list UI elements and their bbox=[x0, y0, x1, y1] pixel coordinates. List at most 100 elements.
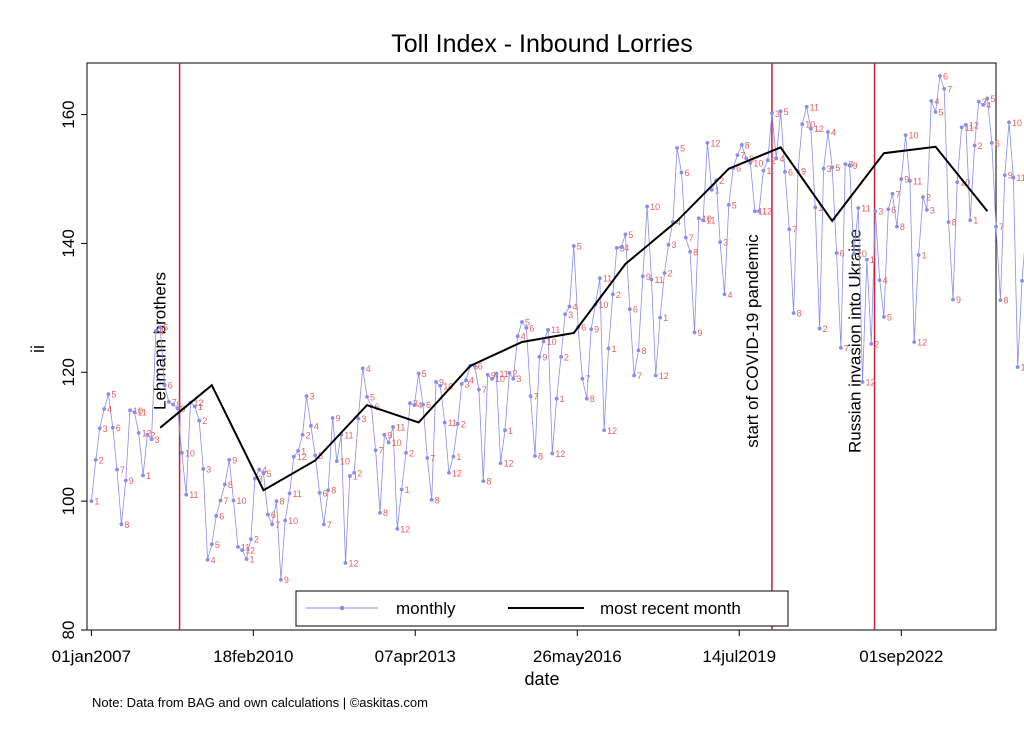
event-label: Lehmann brothers bbox=[151, 272, 170, 410]
data-point bbox=[261, 471, 266, 476]
data-point bbox=[184, 492, 189, 497]
data-point bbox=[408, 401, 412, 406]
month-label: 10 bbox=[547, 337, 557, 347]
month-label: 12 bbox=[607, 426, 617, 436]
data-point bbox=[279, 577, 283, 582]
data-point bbox=[425, 456, 430, 460]
data-point bbox=[610, 292, 615, 297]
data-point bbox=[666, 242, 671, 247]
month-label: 6 bbox=[323, 488, 328, 498]
month-label: 3 bbox=[775, 109, 780, 119]
data-point bbox=[123, 478, 128, 483]
month-label: 6 bbox=[995, 138, 1000, 148]
month-label: 4 bbox=[934, 97, 939, 107]
data-point bbox=[636, 348, 641, 353]
month-label: 6 bbox=[219, 511, 224, 521]
data-point bbox=[270, 522, 275, 527]
data-point bbox=[908, 179, 912, 183]
data-point bbox=[360, 366, 365, 371]
data-point bbox=[235, 544, 240, 549]
data-point bbox=[115, 467, 119, 472]
data-point bbox=[507, 371, 512, 375]
x-axis: 01jan2007 18feb2010 07apr2013 26may2016 14ju… bbox=[52, 630, 943, 666]
data-point bbox=[132, 410, 137, 415]
month-label: 11 bbox=[189, 490, 198, 500]
data-point bbox=[503, 428, 507, 433]
month-label: 1 bbox=[198, 402, 203, 412]
data-point bbox=[231, 498, 236, 503]
month-label: 8 bbox=[693, 247, 698, 257]
data-point bbox=[787, 227, 792, 232]
month-label: 8 bbox=[590, 394, 595, 404]
data-point bbox=[442, 420, 447, 425]
month-label: 3 bbox=[930, 205, 935, 215]
month-label: 11 bbox=[396, 423, 405, 433]
month-label: 8 bbox=[176, 400, 181, 410]
data-point bbox=[847, 163, 852, 168]
data-point bbox=[222, 482, 227, 487]
source-note: Note: Data from BAG and own calculations… bbox=[92, 695, 428, 710]
month-label: 9 bbox=[956, 295, 961, 305]
month-label: 11 bbox=[861, 203, 870, 213]
data-point bbox=[330, 416, 335, 420]
data-point bbox=[614, 246, 619, 250]
data-point bbox=[141, 473, 145, 478]
data-point bbox=[752, 209, 757, 214]
month-label: 6 bbox=[581, 323, 586, 333]
month-label: 1 bbox=[611, 344, 616, 354]
data-point bbox=[972, 143, 977, 148]
data-point bbox=[679, 170, 684, 175]
month-label: 10 bbox=[1012, 118, 1022, 128]
data-point bbox=[378, 510, 382, 515]
month-label: 9 bbox=[646, 272, 651, 282]
data-point bbox=[421, 402, 425, 407]
data-point bbox=[994, 224, 998, 229]
data-point bbox=[873, 209, 878, 214]
month-label: 4 bbox=[573, 302, 578, 312]
month-label: 12 bbox=[555, 449, 565, 459]
month-label: 8 bbox=[538, 452, 543, 462]
month-label: 6 bbox=[840, 249, 845, 259]
y-tick-label: 160 bbox=[59, 100, 78, 128]
data-point bbox=[347, 474, 352, 478]
x-tick-label: 01sep2022 bbox=[859, 647, 943, 666]
data-point bbox=[179, 450, 184, 455]
data-point bbox=[1011, 175, 1016, 180]
data-point bbox=[334, 459, 339, 464]
month-label: 1 bbox=[301, 446, 306, 456]
x-tick-label: 18feb2010 bbox=[213, 647, 293, 666]
month-label: 5 bbox=[784, 107, 789, 117]
month-label: 11 bbox=[137, 408, 146, 418]
month-label: 11 bbox=[448, 418, 457, 428]
month-label: 11 bbox=[654, 275, 663, 285]
data-point bbox=[834, 251, 839, 255]
data-point bbox=[102, 407, 107, 411]
data-point bbox=[356, 416, 361, 421]
month-label: 4 bbox=[159, 327, 164, 337]
month-label: 1 bbox=[353, 472, 358, 482]
month-label: 8 bbox=[383, 508, 388, 518]
data-point bbox=[136, 430, 141, 435]
data-point bbox=[89, 499, 94, 504]
month-label: 9 bbox=[129, 476, 134, 486]
data-point bbox=[856, 206, 861, 210]
month-label: 7 bbox=[896, 189, 901, 199]
month-label: 12 bbox=[504, 459, 514, 469]
month-label: 9 bbox=[232, 455, 237, 465]
data-point bbox=[989, 140, 994, 145]
month-label: 7 bbox=[534, 392, 539, 402]
month-label: 2 bbox=[771, 156, 776, 166]
month-label: 1 bbox=[508, 426, 513, 436]
month-label: 1 bbox=[922, 251, 927, 261]
data-point bbox=[524, 325, 529, 330]
data-point bbox=[895, 224, 899, 229]
month-label: 9 bbox=[336, 414, 341, 424]
month-label: 1 bbox=[663, 313, 668, 323]
month-label: 7 bbox=[223, 496, 228, 506]
month-label: 7 bbox=[689, 233, 694, 243]
data-point bbox=[726, 202, 731, 207]
month-label: 12 bbox=[969, 120, 979, 130]
data-point bbox=[778, 109, 783, 114]
month-label: 4 bbox=[728, 290, 733, 300]
